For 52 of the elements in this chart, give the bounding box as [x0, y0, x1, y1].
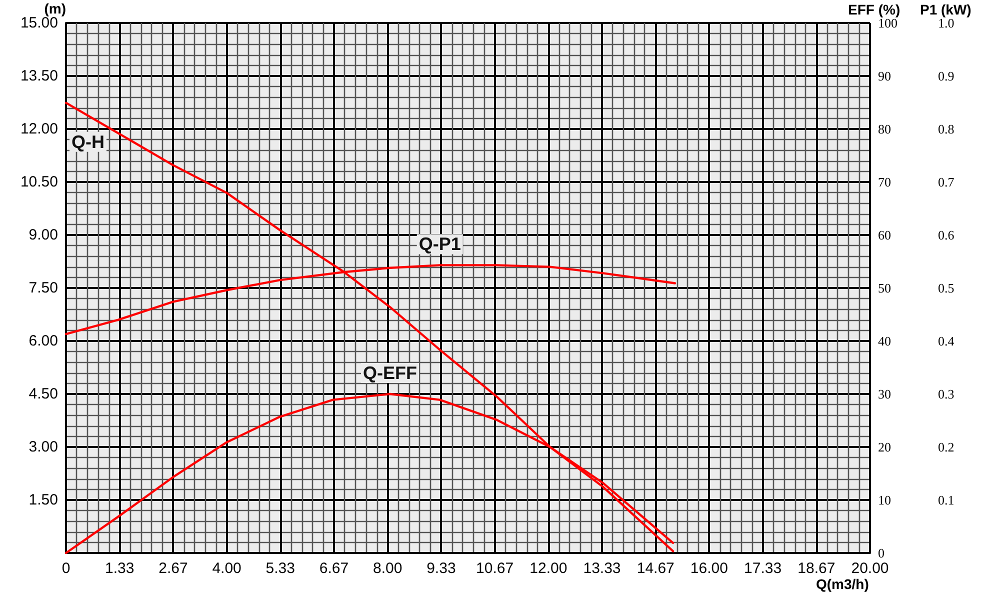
- y-axis-title: (m): [44, 0, 66, 17]
- y2-tick-label: 10: [878, 492, 891, 508]
- y-tick-label: 12.00: [20, 120, 58, 138]
- y-tick-label: 9.00: [28, 226, 58, 244]
- x-tick-label: 8.00: [373, 560, 402, 577]
- y3-tick-label: 0.1: [938, 492, 954, 508]
- y-tick-label: 3.00: [28, 438, 58, 456]
- y3-tick-label: 0.5: [938, 280, 954, 296]
- y3-tick-label: 0.8: [938, 122, 954, 136]
- y-tick-label: 6.00: [28, 332, 58, 350]
- y-tick-label: 10.50: [20, 174, 58, 190]
- y2-tick-label: 60: [878, 228, 891, 242]
- x-axis-title: Q(m3/h): [816, 576, 869, 592]
- y3-tick-label: 0.4: [938, 334, 955, 348]
- y2-tick-label: 50: [878, 280, 891, 296]
- x-tick-label: 9.33: [426, 560, 456, 577]
- y3-tick-label: 0.3: [938, 386, 954, 402]
- x-tick-label: 0: [62, 560, 70, 577]
- x-tick-label: 18.67: [798, 560, 836, 577]
- x-tick-label: 5.33: [266, 560, 295, 577]
- line-series: [64, 102, 674, 552]
- y2-tick-label: 80: [878, 122, 891, 136]
- y-tick-label: 1.50: [28, 492, 58, 508]
- x-tick-label: 4.00: [212, 560, 242, 577]
- x-tick-label: 20.00: [851, 560, 889, 577]
- x-tick-label: 1.33: [104, 560, 134, 577]
- x-tick-label: 10.67: [476, 560, 514, 577]
- y3-tick-label: 0.7: [938, 174, 955, 190]
- y3-tick-label: 0.6: [938, 228, 955, 242]
- x-tick-label: 17.33: [744, 560, 782, 577]
- y-tick-label: 13.50: [20, 68, 58, 84]
- series-label: Q-P1: [418, 234, 461, 254]
- y3-tick-label: 0.2: [938, 440, 954, 454]
- series-label: Q-H: [72, 132, 104, 152]
- y2-tick-label: 90: [878, 68, 891, 84]
- y2-tick-label: 40: [878, 334, 891, 348]
- y-tick-label: 7.50: [28, 280, 58, 296]
- x-tick-label: 12.00: [530, 560, 568, 577]
- y2-tick-label: 70: [878, 174, 891, 190]
- y3-axis-title: P1 (kW): [920, 2, 972, 18]
- y3-tick-label: 0.9: [938, 68, 954, 84]
- x-tick-label: 14.67: [636, 560, 674, 577]
- x-tick-label: 16.00: [690, 560, 728, 577]
- x-tick-label: 13.33: [583, 560, 621, 577]
- y-tick-label: 4.50: [28, 386, 58, 402]
- y2-tick-label: 20: [878, 440, 891, 454]
- y2-tick-label: 0: [878, 546, 884, 560]
- y2-axis-title: EFF (%): [848, 2, 900, 18]
- x-tick-label: 2.67: [158, 560, 188, 577]
- x-tick-label: 6.67: [319, 560, 349, 577]
- y2-tick-label: 30: [878, 386, 891, 402]
- series-label: Q-EFF: [363, 363, 418, 383]
